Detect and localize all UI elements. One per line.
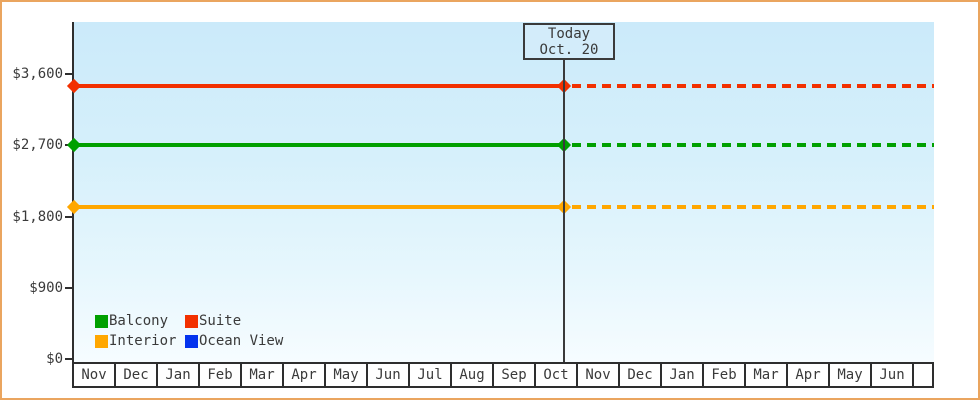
x-axis-month-cell: Jun [368, 364, 410, 386]
today-title: Today [547, 25, 591, 42]
legend-label: Ocean View [199, 333, 284, 349]
x-axis-month-cell: Jul [410, 364, 452, 386]
legend-item-suite: Suite [185, 313, 283, 329]
x-axis-month-cell: May [326, 364, 368, 386]
today-marker: Today Oct. 20 [523, 23, 615, 60]
y-axis-label: $1,800 [12, 209, 63, 225]
today-line [563, 60, 565, 362]
legend-label: Balcony [109, 313, 169, 329]
legend-label: Suite [199, 313, 242, 329]
x-axis-month-cell: May [830, 364, 872, 386]
suite-price-line-dotted [572, 84, 934, 88]
x-axis-month-cell: Feb [704, 364, 746, 386]
today-date: Oct. 20 [539, 41, 599, 58]
x-axis-month-cell: Nov [74, 364, 116, 386]
x-axis-month-cell: Dec [620, 364, 662, 386]
ocean-view-color-swatch [185, 334, 198, 348]
legend-item-ocean-view: Ocean View [185, 333, 284, 349]
legend-item-interior: Interior [95, 333, 185, 349]
plot-area [72, 22, 934, 362]
legend-label: Interior [109, 333, 177, 349]
balcony-price-line-dotted [572, 143, 934, 147]
x-axis-month-cell: Mar [242, 364, 284, 386]
balcony-price-line-solid [73, 143, 565, 147]
balcony-color-swatch [95, 314, 108, 328]
y-axis-label: $900 [29, 280, 63, 296]
y-axis-label: $3,600 [12, 66, 63, 82]
x-axis-month-cell: Mar [746, 364, 788, 386]
y-axis-label: $2,700 [12, 137, 63, 153]
y-axis-tick [65, 287, 73, 289]
x-axis-month-cell: Apr [284, 364, 326, 386]
y-axis-tick [65, 216, 73, 218]
legend-item-balcony: Balcony [95, 313, 185, 329]
x-axis-strip: Nov Dec Jan Feb Mar Apr May Jun Jul Aug … [72, 362, 934, 388]
y-axis-tick [65, 358, 73, 360]
x-axis-month-cell: Apr [788, 364, 830, 386]
x-axis-month-cell: Feb [200, 364, 242, 386]
suite-color-swatch [185, 314, 198, 328]
x-axis-month-cell: Aug [452, 364, 494, 386]
x-axis-month-cell: Sep [494, 364, 536, 386]
x-axis-month-cell: Nov [578, 364, 620, 386]
x-axis-month-cell: Oct [536, 364, 578, 386]
legend: Balcony Suite Interior Ocean View [95, 313, 284, 349]
y-axis-line [72, 22, 74, 362]
x-axis-month-cell: Dec [116, 364, 158, 386]
y-axis-tick [65, 73, 73, 75]
y-axis-label: $0 [46, 351, 63, 367]
interior-price-line-dotted [572, 205, 934, 209]
x-axis-month-cell: Jan [662, 364, 704, 386]
x-axis-month-cell: Jan [158, 364, 200, 386]
suite-price-line-solid [73, 84, 565, 88]
x-axis-empty-cell [914, 364, 932, 386]
interior-price-line-solid [73, 205, 565, 209]
x-axis-month-cell: Jun [872, 364, 914, 386]
interior-color-swatch [95, 334, 108, 348]
